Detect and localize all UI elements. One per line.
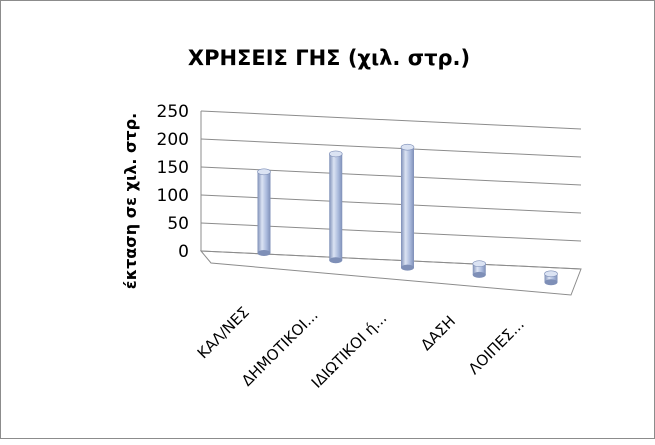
y-tick-label: 0 (178, 242, 189, 262)
y-tick-labels: 0 50 100 150 200 250 (157, 102, 189, 262)
y-tick-label: 100 (157, 186, 189, 206)
floor-plane (199, 250, 582, 296)
bar (400, 143, 415, 271)
bar (544, 270, 558, 286)
gridline (200, 110, 582, 130)
gridline (200, 138, 582, 158)
bar (472, 260, 487, 278)
y-axis-label: έκταση σε χιλ. στρ. (121, 113, 140, 289)
y-tick-label: 150 (157, 158, 189, 178)
x-tick-label: ΙΔΙΩΤΙΚΟΙ ή... (308, 309, 391, 392)
y-tick-label: 250 (157, 102, 189, 122)
x-tick-label: ΔΑΣΗ (417, 312, 459, 354)
bar (328, 150, 343, 264)
x-tick-label: ΚΑΛ/ΝΕΣ (194, 303, 253, 362)
y-tick-label: 200 (157, 130, 189, 150)
bars (257, 143, 558, 286)
chart-title: ΧΡΗΣΕΙΣ ΓΗΣ (χιλ. στρ.) (188, 46, 470, 70)
x-tick-label: ΛΟΙΠΕΣ... (465, 315, 528, 378)
y-tick-label: 50 (167, 214, 189, 234)
bar (257, 168, 271, 256)
